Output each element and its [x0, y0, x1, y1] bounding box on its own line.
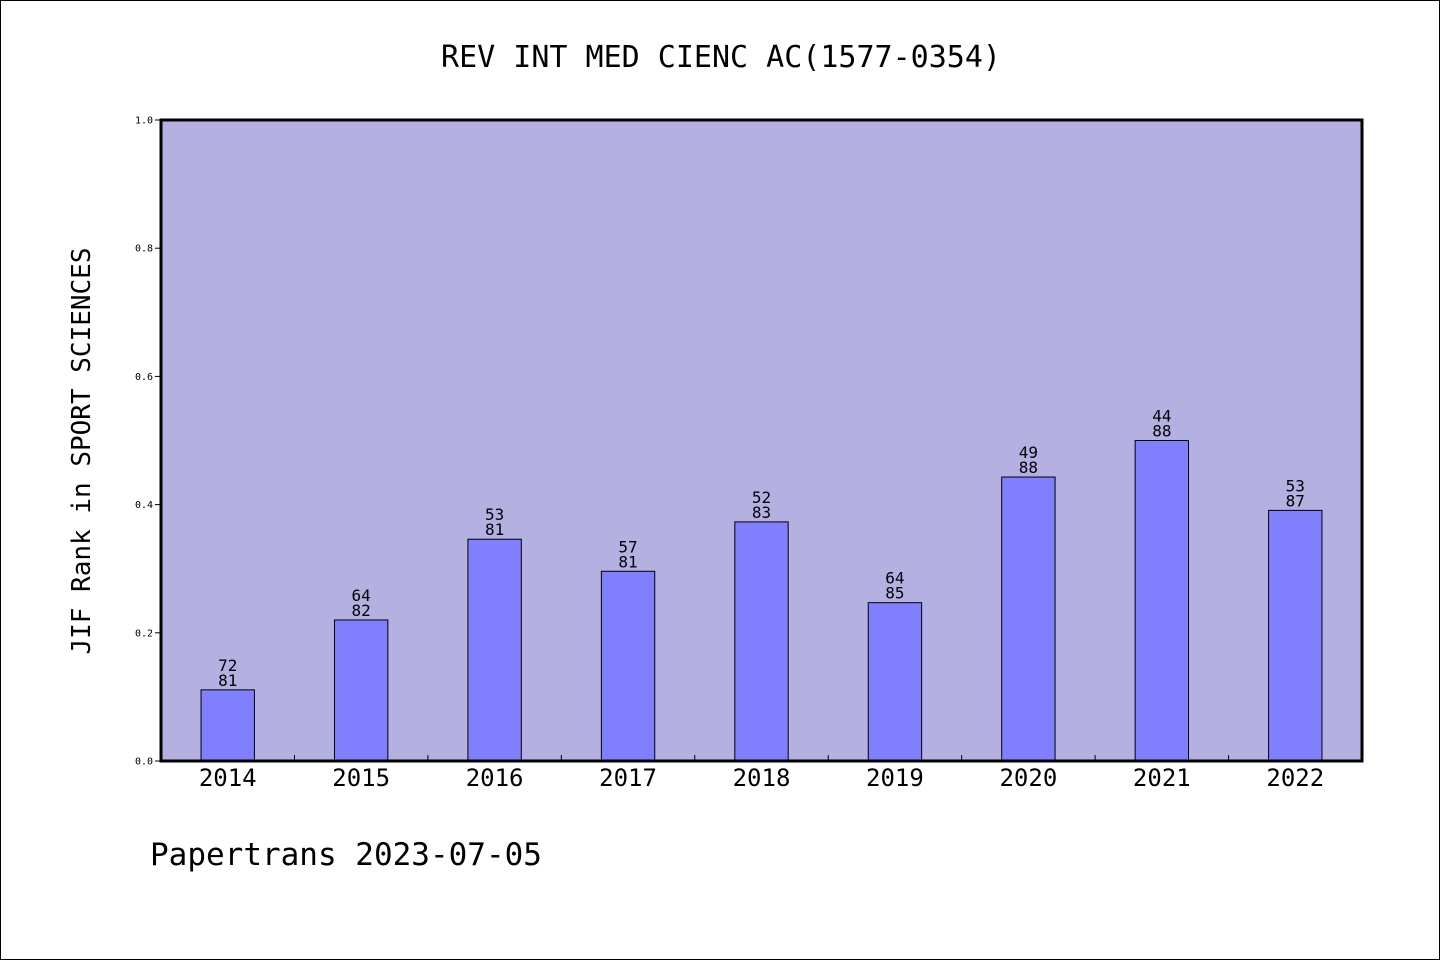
- footer-text: Papertrans 2023-07-05: [150, 837, 542, 873]
- bar: [867, 602, 923, 762]
- bar: [734, 521, 789, 762]
- bar-total-label: 81: [218, 671, 237, 690]
- bar-total-label: 81: [618, 552, 637, 571]
- x-tick-label: 2014: [199, 764, 257, 792]
- x-tick-label: 2016: [466, 764, 524, 792]
- y-axis-label: JIF Rank in SPORT SCIENCES: [67, 248, 97, 655]
- bar-rank-label: 44: [1152, 407, 1171, 426]
- chart-title: REV INT MED CIENC AC(1577-0354): [441, 40, 1001, 75]
- bar-rank-label: 64: [885, 569, 904, 588]
- x-tick-label: 2017: [599, 764, 657, 792]
- bar: [1268, 509, 1323, 762]
- plot-border: [159, 118, 1364, 763]
- bar-rank-label: 53: [1286, 476, 1305, 495]
- x-tick-label: 2019: [866, 764, 924, 792]
- bar: [333, 619, 389, 762]
- y-axis: 0.0 0.2 0.4 0.6 0.8 1.0: [135, 116, 161, 768]
- bar-total-label: 82: [352, 601, 371, 620]
- y-tick-label: 1.0: [135, 116, 153, 127]
- x-tick-label: 2020: [999, 764, 1057, 792]
- x-tick-label: 2018: [733, 764, 791, 792]
- y-tick-label: 0.8: [135, 244, 153, 255]
- y-tick-label: 0.4: [135, 500, 153, 511]
- bar-rank-label: 57: [618, 537, 637, 556]
- x-tick-label: 2015: [332, 764, 390, 792]
- bar: [200, 689, 255, 762]
- y-tick-label: 0.6: [135, 372, 153, 383]
- y-tick-label: 0.2: [135, 628, 153, 639]
- bar: [1134, 440, 1190, 762]
- bar-rank-label: 72: [218, 656, 237, 675]
- y-tick-label: 0.0: [135, 757, 153, 768]
- bar-total-label: 85: [885, 584, 904, 603]
- bar: [467, 538, 522, 762]
- bar-total-label: 83: [752, 503, 771, 522]
- bar-rank-label: 53: [485, 505, 504, 524]
- bar-total-label: 81: [485, 520, 504, 539]
- bar-rank-label: 49: [1019, 443, 1038, 462]
- x-tick-label: 2021: [1133, 764, 1191, 792]
- bar-total-label: 88: [1019, 458, 1038, 477]
- bar-rank-label: 52: [752, 488, 771, 507]
- bar-total-label: 87: [1286, 491, 1305, 510]
- x-tick-label: 2022: [1266, 764, 1324, 792]
- bar: [1001, 476, 1056, 762]
- bar: [600, 570, 656, 762]
- bar-total-label: 88: [1152, 422, 1171, 441]
- bar-rank-label: 64: [352, 586, 371, 605]
- x-axis: 2014 2015 2016 2017 2018 2019 2020 2021 2022: [199, 755, 1324, 792]
